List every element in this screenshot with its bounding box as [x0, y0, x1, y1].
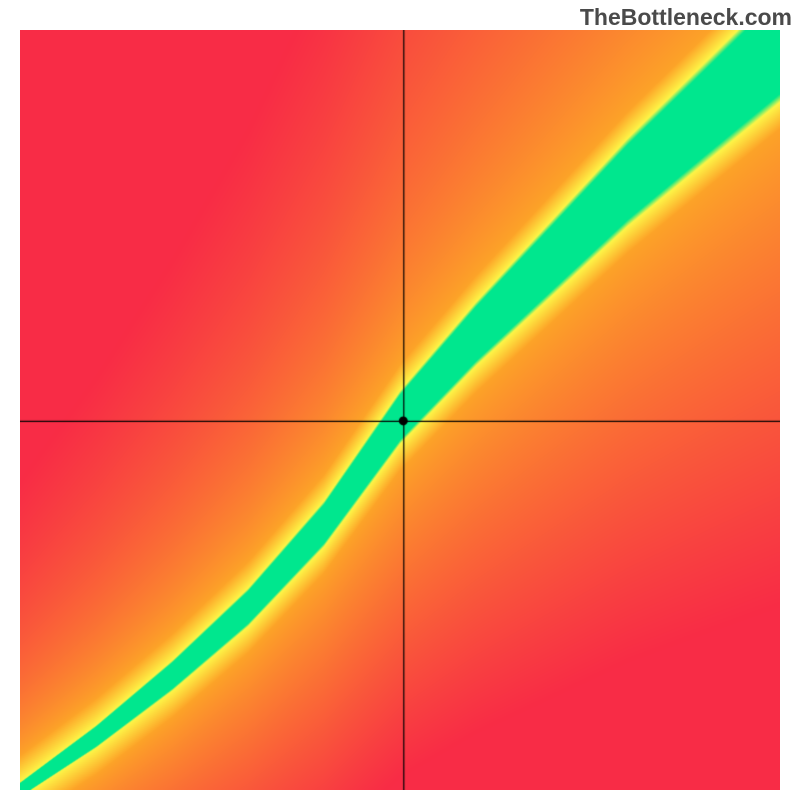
- watermark-text: TheBottleneck.com: [580, 4, 792, 31]
- heatmap-canvas: [20, 30, 780, 790]
- bottleneck-chart-container: TheBottleneck.com: [0, 0, 800, 800]
- heatmap-chart: [20, 30, 780, 790]
